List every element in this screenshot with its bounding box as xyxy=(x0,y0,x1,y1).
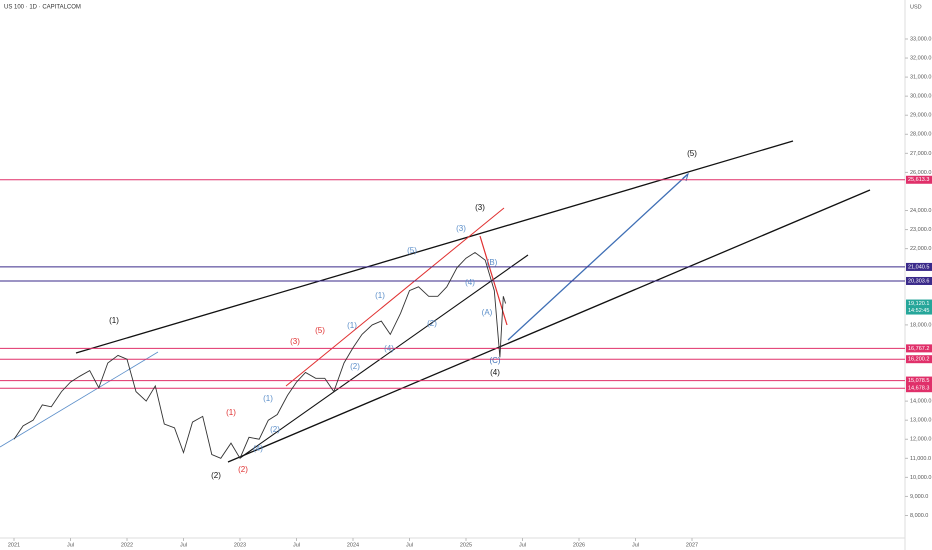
wave-label: (5) xyxy=(315,326,325,335)
y-tick-label: 22,000.0 xyxy=(910,246,931,252)
level-label: 16,767.2 xyxy=(908,346,929,352)
y-tick-label: 27,000.0 xyxy=(910,151,931,157)
y-tick-label: 10,000.0 xyxy=(910,475,931,481)
level-label: 25,613.3 xyxy=(908,177,929,183)
wave-label: (B) xyxy=(487,258,498,267)
y-tick-label: 31,000.0 xyxy=(910,75,931,81)
wave-label: (1) xyxy=(375,291,385,300)
wave-label: (1) xyxy=(109,316,119,325)
countdown: 14:52:45 xyxy=(908,308,929,314)
wave-label: (2) xyxy=(350,362,360,371)
level-label: 21,040.5 xyxy=(908,264,929,270)
price-label: 19,120.1 xyxy=(908,301,929,307)
y-tick-label: 26,000.0 xyxy=(910,170,931,176)
x-tick-label: 2022 xyxy=(121,542,133,548)
symbol-title: US 100 · 1D · CAPITALCOM xyxy=(4,5,81,11)
x-tick-label: 2027 xyxy=(686,542,698,548)
trend-line xyxy=(227,189,871,463)
y-tick-label: 13,000.0 xyxy=(910,418,931,424)
level-tag xyxy=(906,344,932,353)
level-label: 16,200.2 xyxy=(908,357,929,363)
x-tick-label: Jul xyxy=(632,542,639,548)
wave-label: (A) xyxy=(482,308,493,317)
price-tag xyxy=(906,299,932,315)
wave-label: (3) xyxy=(475,203,485,212)
y-tick-label: 23,000.0 xyxy=(910,227,931,233)
wave-label: (4) xyxy=(465,278,475,287)
y-tick-label: 32,000.0 xyxy=(910,55,931,61)
level-tag xyxy=(906,262,932,271)
plot xyxy=(0,179,905,460)
x-tick-label: Jul xyxy=(293,542,300,548)
wave-label: (2) xyxy=(270,425,280,434)
wave-label: (C) xyxy=(489,356,500,365)
level-label: 14,678.3 xyxy=(908,386,929,392)
level-tag xyxy=(906,175,932,184)
projection-arrow xyxy=(507,173,689,341)
y-tick-label: 9,000.0 xyxy=(910,494,928,500)
level-label: 15,078.5 xyxy=(908,378,929,384)
wave-label: (4) xyxy=(490,368,500,377)
y-tick-label: 14,000.0 xyxy=(910,399,931,405)
y-tick-label: 28,000.0 xyxy=(910,132,931,138)
wave-label: (2) xyxy=(238,465,248,474)
y-tick-label: 29,000.0 xyxy=(910,113,931,119)
level-tag xyxy=(906,384,932,393)
y-tick-label: 30,000.0 xyxy=(910,94,931,100)
x-tick-label: 2025 xyxy=(460,542,472,548)
y-tick-label: 33,000.0 xyxy=(910,36,931,42)
level-label: 20,303.6 xyxy=(908,278,929,284)
level-tag xyxy=(906,276,932,285)
wave-label: (5) xyxy=(687,149,697,158)
y-tick-label: 12,000.0 xyxy=(910,437,931,443)
wave-label: (4) xyxy=(384,344,394,353)
x-tick-label: Jul xyxy=(67,542,74,548)
level-tag xyxy=(906,376,932,385)
trend-line xyxy=(0,351,159,448)
trend-line xyxy=(239,254,529,459)
x-tick-label: 2024 xyxy=(347,542,359,548)
arrow-head xyxy=(682,172,689,182)
y-tick-label: 24,000.0 xyxy=(910,208,931,214)
x-tick-label: 2026 xyxy=(573,542,585,548)
trend-line xyxy=(285,207,505,387)
wave-label: (2) xyxy=(211,471,221,480)
trend-line xyxy=(75,140,794,354)
price-line xyxy=(13,251,507,460)
wave-label: (1) xyxy=(347,321,357,330)
x-tick-label: Jul xyxy=(519,542,526,548)
x-tick-label: 2021 xyxy=(8,542,20,548)
grid xyxy=(13,38,908,541)
currency: USD xyxy=(910,4,922,10)
wave-label: (5) xyxy=(407,246,417,255)
wave-label: (4) xyxy=(253,444,263,453)
wave-label: (2) xyxy=(427,319,437,328)
wave-label: (1) xyxy=(226,408,236,417)
y-tick-label: 18,000.0 xyxy=(910,322,931,328)
x-tick-label: 2023 xyxy=(234,542,246,548)
wave-label: (3) xyxy=(456,224,466,233)
y-tick-label: 11,000.0 xyxy=(910,456,931,462)
x-tick-label: Jul xyxy=(180,542,187,548)
wave-label: (3) xyxy=(290,337,300,346)
x-tick-label: Jul xyxy=(406,542,413,548)
wave-label: (1) xyxy=(263,394,273,403)
y-tick-label: 8,000.0 xyxy=(910,513,928,519)
level-tag xyxy=(906,355,932,364)
